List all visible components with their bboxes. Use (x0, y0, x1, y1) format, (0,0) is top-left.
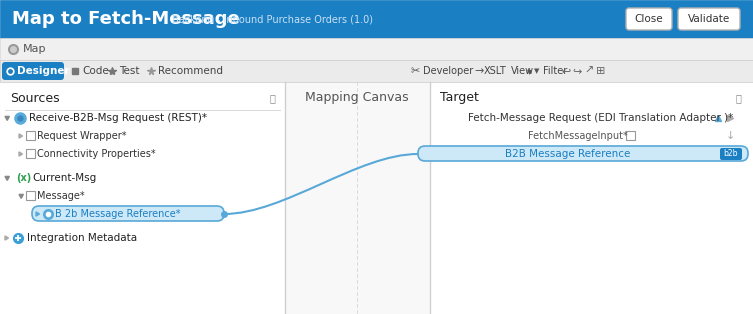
Text: ↓: ↓ (725, 131, 735, 141)
Bar (0, 60, 753, 82)
Text: Message*: Message* (37, 191, 84, 201)
Text: Receive-B2B-Msg Request (REST)*: Receive-B2B-Msg Request (REST)* (29, 113, 207, 123)
Text: Integration Metadata: Integration Metadata (27, 233, 137, 243)
Text: Code: Code (82, 66, 108, 76)
FancyBboxPatch shape (720, 148, 742, 160)
Bar (0, 82, 753, 314)
Text: B 2b Message Reference*: B 2b Message Reference* (55, 209, 181, 219)
Bar (0, 82, 285, 314)
Polygon shape (5, 176, 9, 181)
Text: Test: Test (119, 66, 139, 76)
Bar (0, 0, 753, 38)
Bar (26, 191, 35, 200)
Bar (430, 82, 753, 314)
Bar (0, 38, 753, 60)
Text: Close: Close (635, 14, 663, 24)
Text: Current-Msg: Current-Msg (32, 173, 96, 183)
FancyBboxPatch shape (678, 8, 740, 30)
Text: Mapping Canvas: Mapping Canvas (305, 91, 409, 105)
Text: ⊞: ⊞ (596, 66, 605, 76)
Text: 🔍: 🔍 (269, 93, 275, 103)
Text: Filter: Filter (543, 66, 567, 76)
Bar (285, 82, 430, 314)
Text: Fetch-Message Request (EDI Translation Adapter )*: Fetch-Message Request (EDI Translation A… (468, 113, 733, 123)
Text: ↗: ↗ (584, 66, 593, 76)
Text: Recommend: Recommend (158, 66, 223, 76)
Text: (x): (x) (16, 173, 32, 183)
FancyBboxPatch shape (32, 206, 224, 221)
FancyBboxPatch shape (418, 146, 748, 161)
Text: Target: Target (440, 91, 479, 105)
Text: ↪: ↪ (572, 66, 581, 76)
Text: b2b: b2b (724, 149, 738, 159)
Text: FetchMessageInput*: FetchMessageInput* (528, 131, 628, 141)
Text: View: View (511, 66, 534, 76)
Text: Request Wrapper*: Request Wrapper* (37, 131, 127, 141)
Text: Map: Map (23, 44, 47, 54)
Polygon shape (19, 134, 23, 138)
Text: ↩: ↩ (561, 66, 571, 76)
Polygon shape (19, 194, 23, 198)
Polygon shape (5, 236, 8, 240)
Polygon shape (36, 212, 39, 216)
Polygon shape (5, 116, 9, 120)
Bar (26, 131, 35, 140)
Text: Map to Fetch-Message: Map to Fetch-Message (12, 10, 239, 28)
Text: Designer: Designer (17, 66, 69, 76)
Text: →: → (474, 66, 483, 76)
Bar (26, 149, 35, 158)
Text: ▾: ▾ (526, 66, 532, 76)
Text: XSLT: XSLT (484, 66, 507, 76)
Text: Sources: Sources (10, 91, 59, 105)
Text: Validate: Validate (688, 14, 730, 24)
Bar (626, 131, 635, 140)
FancyBboxPatch shape (2, 62, 64, 80)
Text: ▼: ▼ (535, 68, 540, 74)
Text: Connectivity Properties*: Connectivity Properties* (37, 149, 156, 159)
Text: B2B Message Reference: B2B Message Reference (505, 149, 631, 159)
Text: Backend - Inbound Purchase Orders (1.0): Backend - Inbound Purchase Orders (1.0) (172, 14, 373, 24)
FancyBboxPatch shape (626, 8, 672, 30)
Polygon shape (19, 152, 23, 156)
Text: 🔍: 🔍 (735, 93, 741, 103)
Text: ✂: ✂ (410, 66, 419, 76)
Text: Developer: Developer (423, 66, 473, 76)
